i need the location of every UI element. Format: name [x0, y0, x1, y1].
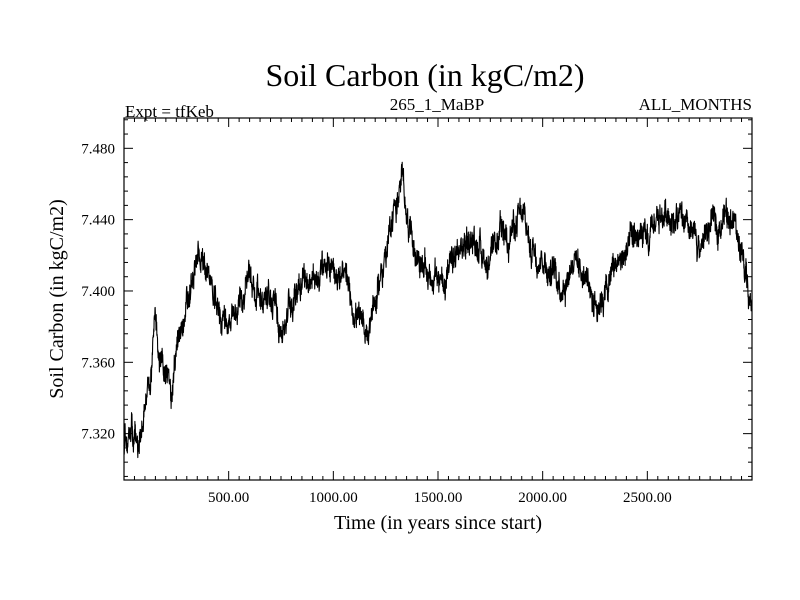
months-label: ALL_MONTHS — [639, 95, 752, 114]
x-tick-label: 1000.00 — [309, 490, 358, 506]
y-tick-label: 7.320 — [81, 427, 115, 443]
x-tick-label: 2500.00 — [623, 490, 672, 506]
axis-ticks — [124, 118, 752, 480]
x-tick-label: 500.00 — [208, 490, 249, 506]
run-label: 265_1_MaBP — [390, 95, 484, 114]
x-tick-label: 2000.00 — [518, 490, 567, 506]
y-tick-label: 7.400 — [81, 284, 115, 300]
x-tick-labels: 500.00 1000.00 1500.00 2000.00 2500.00 — [208, 490, 672, 506]
series-layer — [123, 161, 753, 459]
experiment-label: Expt = tfKeb — [125, 102, 214, 121]
y-tick-labels: 7.320 7.360 7.400 7.440 7.480 — [81, 141, 115, 442]
x-axis-label: Time (in years since start) — [334, 512, 542, 534]
y-axis-label: Soil Carbon (in kgC/m2) — [46, 199, 68, 398]
soil-carbon-series-line — [123, 161, 753, 459]
chart-title: Soil Carbon (in kgC/m2) — [265, 57, 584, 93]
y-tick-label: 7.360 — [81, 355, 115, 371]
y-tick-label: 7.440 — [81, 213, 115, 229]
x-tick-label: 1500.00 — [414, 490, 463, 506]
y-tick-label: 7.480 — [81, 141, 115, 157]
plot-frame — [123, 117, 753, 481]
